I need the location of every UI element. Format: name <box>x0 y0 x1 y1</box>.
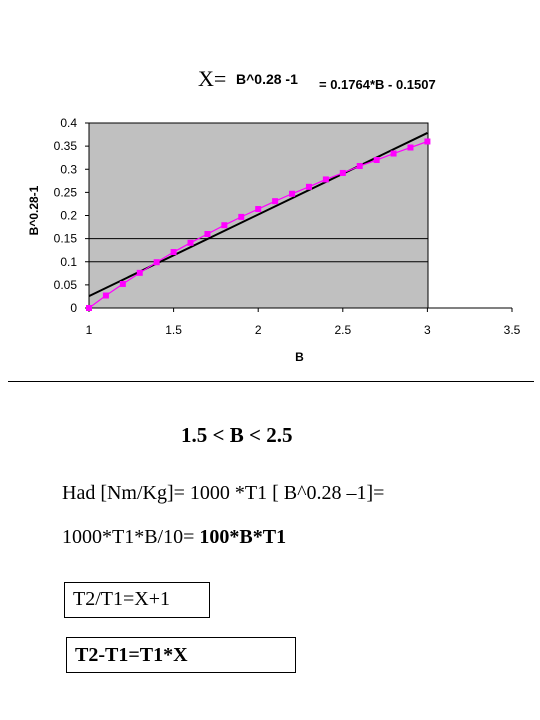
y-tick-label: 0.3 <box>60 162 77 176</box>
data-point <box>322 176 329 183</box>
data-point <box>272 198 279 205</box>
y-tick-label: 0.4 <box>60 116 77 130</box>
y-tick-label: 0.1 <box>60 255 77 269</box>
y-axis-label: B^0.28-1 <box>27 185 41 235</box>
had-formula-line-1: Had [Nm/Kg]= 1000 *T1 [ B^0.28 –1]= <box>62 482 385 504</box>
had-formula-line-2: 1000*T1*B/10= 100*B*T1 <box>62 526 286 549</box>
y-tick-label: 0.15 <box>54 232 78 246</box>
data-point <box>86 305 92 311</box>
data-point <box>238 213 245 220</box>
x-tick-label: 1.5 <box>165 323 182 337</box>
x-tick-label: 2.5 <box>334 323 351 337</box>
y-tick-label: 0 <box>70 301 77 315</box>
range-condition: 1.5 < B < 2.5 <box>181 423 293 447</box>
data-point <box>373 157 380 163</box>
y-tick-label: 0.05 <box>54 278 78 292</box>
data-point <box>424 138 431 145</box>
chart: 0 0.05 0.1 0.15 0.2 0.25 0.3 0.35 0.4 1 1.5 2 2.5 3 3.… <box>27 116 521 364</box>
had-formula-result: 100*B*T1 <box>199 526 287 548</box>
title-formula: B^0.28 -1 <box>236 71 298 87</box>
x-tick-label: 1 <box>86 323 93 337</box>
x-axis-label: B <box>295 350 304 364</box>
difference-formula-box: T2-T1=T1*X <box>66 637 296 673</box>
data-point <box>305 183 312 190</box>
data-point <box>255 206 262 213</box>
data-point <box>136 269 143 276</box>
had-formula-plain: 1000*T1*B/10= <box>62 526 200 548</box>
data-markers <box>86 138 431 311</box>
data-point <box>119 280 126 287</box>
ratio-formula-box: T2/T1=X+1 <box>64 582 210 618</box>
plot-area <box>88 122 429 309</box>
data-point <box>153 259 160 266</box>
data-point <box>390 150 397 157</box>
y-tick-label: 0.2 <box>60 209 77 223</box>
x-tick-label: 2 <box>255 323 262 337</box>
data-point <box>289 190 296 197</box>
data-point <box>204 231 211 237</box>
data-point <box>170 249 177 256</box>
x-tick-label: 3 <box>424 323 431 337</box>
grid-lines <box>89 238 428 263</box>
trendline-equation: = 0.1764*B - 0.1507 <box>319 77 436 92</box>
y-tick-label: 0.25 <box>54 185 78 199</box>
data-point <box>102 292 109 299</box>
data-point <box>407 144 414 151</box>
data-point <box>221 222 228 229</box>
tick-labels: 0 0.05 0.1 0.15 0.2 0.25 0.3 0.35 0.4 1 1.5 2 2.5 3 3.… <box>54 116 521 337</box>
x-tick-label: 3.5 <box>504 323 521 337</box>
data-point <box>356 163 363 170</box>
data-point <box>339 169 346 176</box>
divider <box>8 381 534 382</box>
title-x-label: X= <box>198 66 227 91</box>
data-point <box>187 239 194 246</box>
y-tick-label: 0.35 <box>54 139 78 153</box>
